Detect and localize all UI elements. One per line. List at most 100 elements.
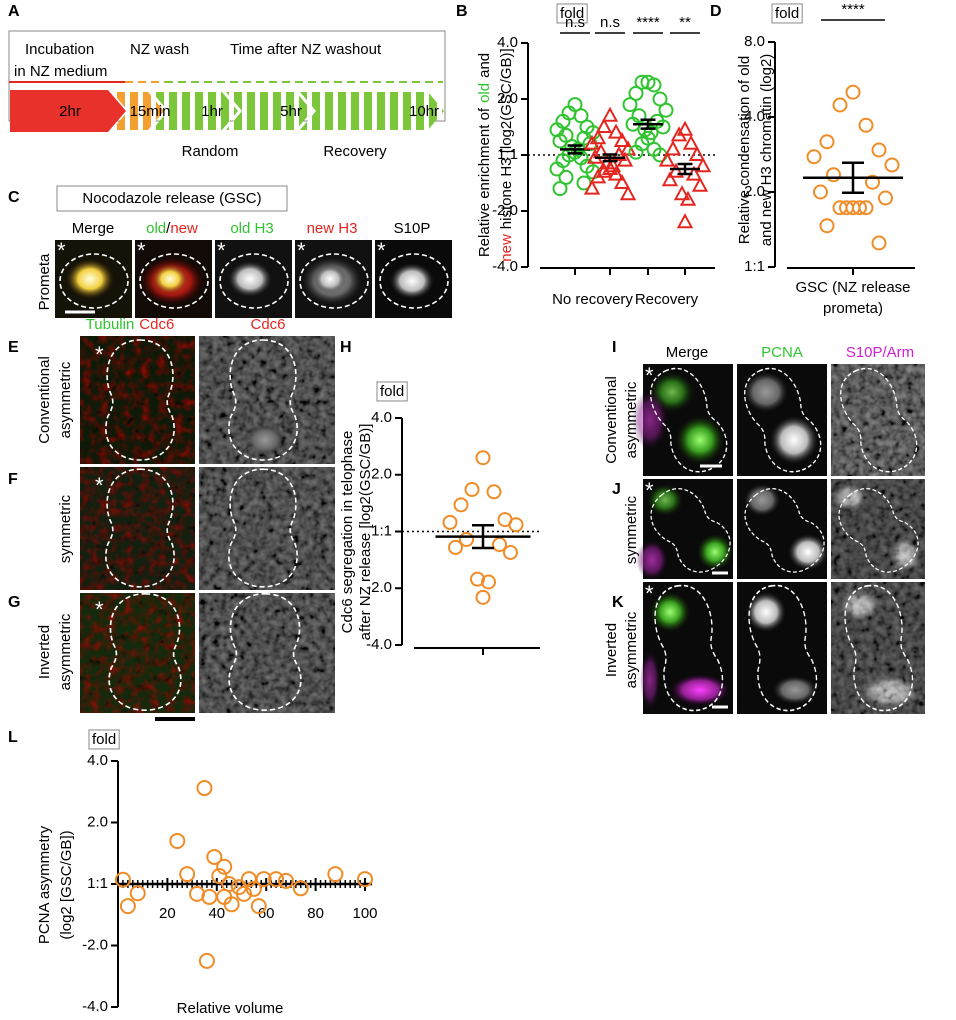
panel-letter: B xyxy=(456,3,468,20)
point xyxy=(552,181,568,197)
point xyxy=(646,77,662,93)
column-header: Tubulin Cdc6 xyxy=(86,316,175,333)
label-part: new xyxy=(498,234,515,262)
point xyxy=(459,531,474,547)
row-label: asymmetric xyxy=(57,613,74,690)
y-tick-label: 4.0 xyxy=(371,409,392,426)
point xyxy=(806,149,822,165)
unit-box xyxy=(376,381,408,402)
x-tick-label: 80 xyxy=(307,905,324,922)
significance: ** xyxy=(679,14,691,31)
point xyxy=(583,179,601,195)
image xyxy=(199,336,335,464)
point xyxy=(503,544,518,560)
panel-title: Nocodazole release (GSC) xyxy=(82,190,261,207)
point xyxy=(676,120,694,136)
panel-letter: C xyxy=(8,189,20,206)
x-axis-label: GSC (NZ release xyxy=(795,279,910,296)
y-tick-label: 4.0 xyxy=(87,752,108,769)
image xyxy=(295,240,372,318)
y-axis-label: (log2 [GSC/GB]) xyxy=(58,830,75,939)
point xyxy=(676,213,694,229)
point xyxy=(655,119,671,135)
point xyxy=(492,537,507,553)
row-label: Conventional xyxy=(36,356,53,444)
label-part: Relative enrichment of xyxy=(476,107,493,257)
point xyxy=(682,134,700,150)
point xyxy=(601,106,619,122)
column-header: Cdc6 xyxy=(250,316,285,333)
point xyxy=(292,880,309,897)
panel-letters: A B C D E F G H I J K L xyxy=(8,3,722,746)
panel-letter: J xyxy=(612,481,621,498)
point xyxy=(613,131,631,147)
point xyxy=(628,85,644,101)
image xyxy=(827,477,929,583)
label: in NZ medium xyxy=(14,63,107,80)
error-bar xyxy=(472,524,494,550)
unit-box xyxy=(88,729,120,750)
asterisk: * xyxy=(645,363,654,388)
group-label: No recovery xyxy=(552,291,633,308)
x-tick-label: 20 xyxy=(159,905,176,922)
row-label: symmetric xyxy=(57,494,74,563)
point xyxy=(583,134,601,150)
point xyxy=(357,871,373,888)
image xyxy=(640,580,733,716)
point xyxy=(277,872,294,889)
point xyxy=(679,190,697,206)
x-tick-label: 100 xyxy=(352,905,377,922)
point xyxy=(871,235,887,251)
row-label: asymmetric xyxy=(623,381,640,458)
header-part: new xyxy=(170,220,198,237)
point xyxy=(658,102,674,118)
point xyxy=(688,145,706,161)
point xyxy=(616,151,634,167)
point xyxy=(673,185,691,201)
time-label: 15min xyxy=(130,103,171,120)
panel-letter: F xyxy=(8,471,18,488)
label: Incubation xyxy=(25,41,94,58)
point xyxy=(858,117,874,133)
panel-letter: E xyxy=(8,339,19,356)
panel-letter: G xyxy=(8,594,20,611)
y-tick-label: 2.0 xyxy=(497,90,518,107)
y-axis-label: new histone H3 [log2(GSC/GB)] xyxy=(498,48,515,261)
point xyxy=(813,184,828,200)
unit-label: fold xyxy=(380,383,404,400)
point xyxy=(661,171,679,187)
title-box xyxy=(56,185,288,212)
asterisk: * xyxy=(217,238,226,263)
point xyxy=(589,168,607,184)
y-axis-label: after NZ release [log2(GSC/GB)] xyxy=(357,424,374,641)
unit-label: fold xyxy=(92,731,116,748)
error-bar xyxy=(677,162,693,176)
point xyxy=(619,185,637,201)
point xyxy=(442,514,458,530)
panel-letter: H xyxy=(340,339,352,356)
point xyxy=(607,123,625,139)
point xyxy=(453,497,469,513)
point xyxy=(819,134,835,150)
arrow-segment xyxy=(226,92,312,130)
image xyxy=(733,477,835,583)
point xyxy=(129,885,146,902)
point xyxy=(878,190,893,206)
panel-ijk: Merge PCNA S10P/Arm Conventional asymmet… xyxy=(603,344,929,716)
error-bar xyxy=(567,144,583,155)
point xyxy=(613,173,631,189)
point xyxy=(201,888,218,905)
column-header: S10P xyxy=(394,220,431,237)
asterisk: * xyxy=(95,342,104,367)
y-tick-label: 1:1 xyxy=(87,875,108,892)
x-tick-label: 40 xyxy=(208,905,225,922)
y-axis-label: and new H3 chromatin (log2) xyxy=(758,54,775,247)
point xyxy=(573,108,589,124)
point xyxy=(448,539,463,555)
time-label: 5hr xyxy=(280,103,302,120)
point xyxy=(250,898,267,915)
unit-box xyxy=(771,3,803,24)
point xyxy=(670,126,688,142)
column-header: PCNA xyxy=(761,344,803,361)
point xyxy=(235,885,252,902)
